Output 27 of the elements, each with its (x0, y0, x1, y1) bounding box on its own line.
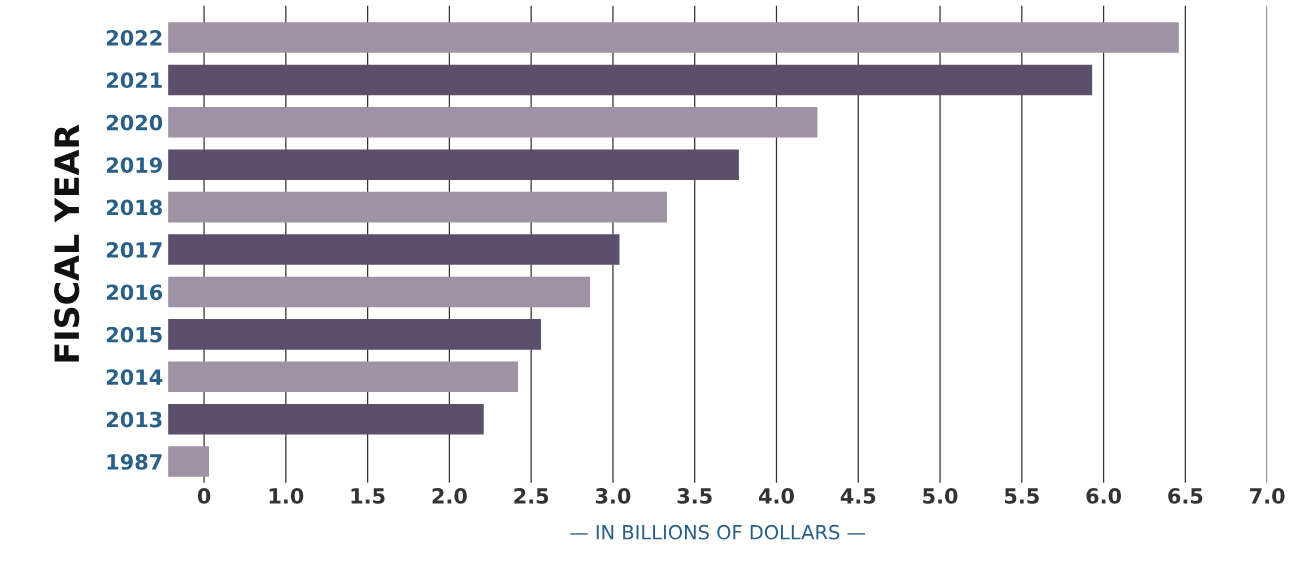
x-tick-label: 3.5 (677, 488, 712, 504)
y-tick-label: 2016 (106, 284, 163, 301)
x-tick-label: 1.5 (351, 488, 385, 504)
y-tick-label: 2022 (106, 29, 162, 46)
y-tick-label: 1987 (107, 454, 162, 470)
y-tick-label: 2014 (106, 369, 163, 385)
x-tick-label: 2.5 (514, 488, 549, 504)
y-tick-label: 2015 (106, 326, 162, 343)
y-tick-label: 2013 (106, 411, 162, 428)
x-axis-title: — IN BILLIONS OF DOLLARS — (570, 524, 866, 540)
x-tick-label: 4.0 (758, 488, 794, 504)
y-axis-title: FISCAL YEAR (54, 124, 80, 362)
y-tick-label: 2017 (106, 241, 162, 258)
x-tick-label: 7.0 (1250, 488, 1285, 504)
x-tick-label: 5.0 (923, 488, 958, 504)
x-tick-label: 2.0 (432, 488, 467, 504)
x-tick-label: 5.5 (1004, 488, 1039, 504)
x-tick-label: 6.5 (1168, 488, 1203, 504)
y-tick-label: 2020 (106, 114, 163, 131)
x-tick-label: 3.0 (595, 488, 631, 504)
y-tick-label: 2021 (106, 72, 162, 89)
x-tick-label: 6.0 (1086, 488, 1122, 504)
y-tick-label: 2018 (106, 199, 162, 216)
x-tick-label: 4.5 (840, 488, 876, 504)
x-tick-label: 1.0 (269, 488, 304, 504)
x-tick-label: 0 (197, 488, 211, 504)
y-tick-label: 2019 (106, 157, 162, 173)
